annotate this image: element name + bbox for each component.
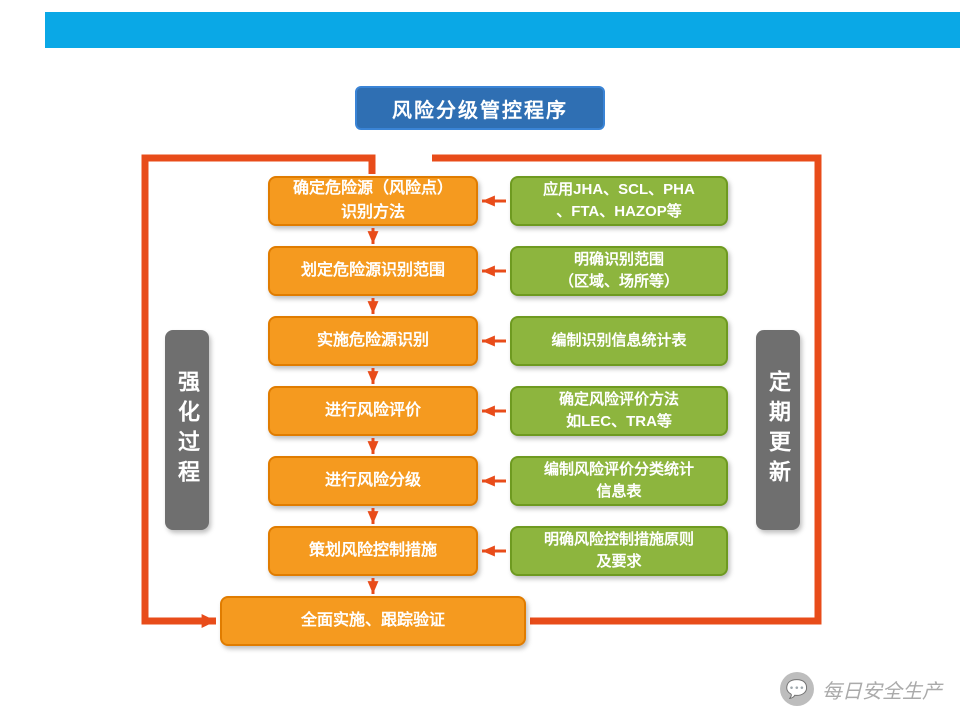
watermark-text: 每日安全生产 xyxy=(822,675,942,704)
side-right-text: 定期更新 xyxy=(762,370,794,490)
side-left-text: 强化过程 xyxy=(171,370,203,490)
side-box-update: 定期更新 xyxy=(756,330,800,530)
watermark: 💬 每日安全生产 xyxy=(780,672,942,706)
chat-icon: 💬 xyxy=(780,672,814,706)
arrows-layer xyxy=(0,0,960,720)
diagram-canvas: 风险分级管控程序 确定危险源（风险点）识别方法应用JHA、SCL、PHA、FTA… xyxy=(0,0,960,720)
side-box-reinforce: 强化过程 xyxy=(165,330,209,530)
